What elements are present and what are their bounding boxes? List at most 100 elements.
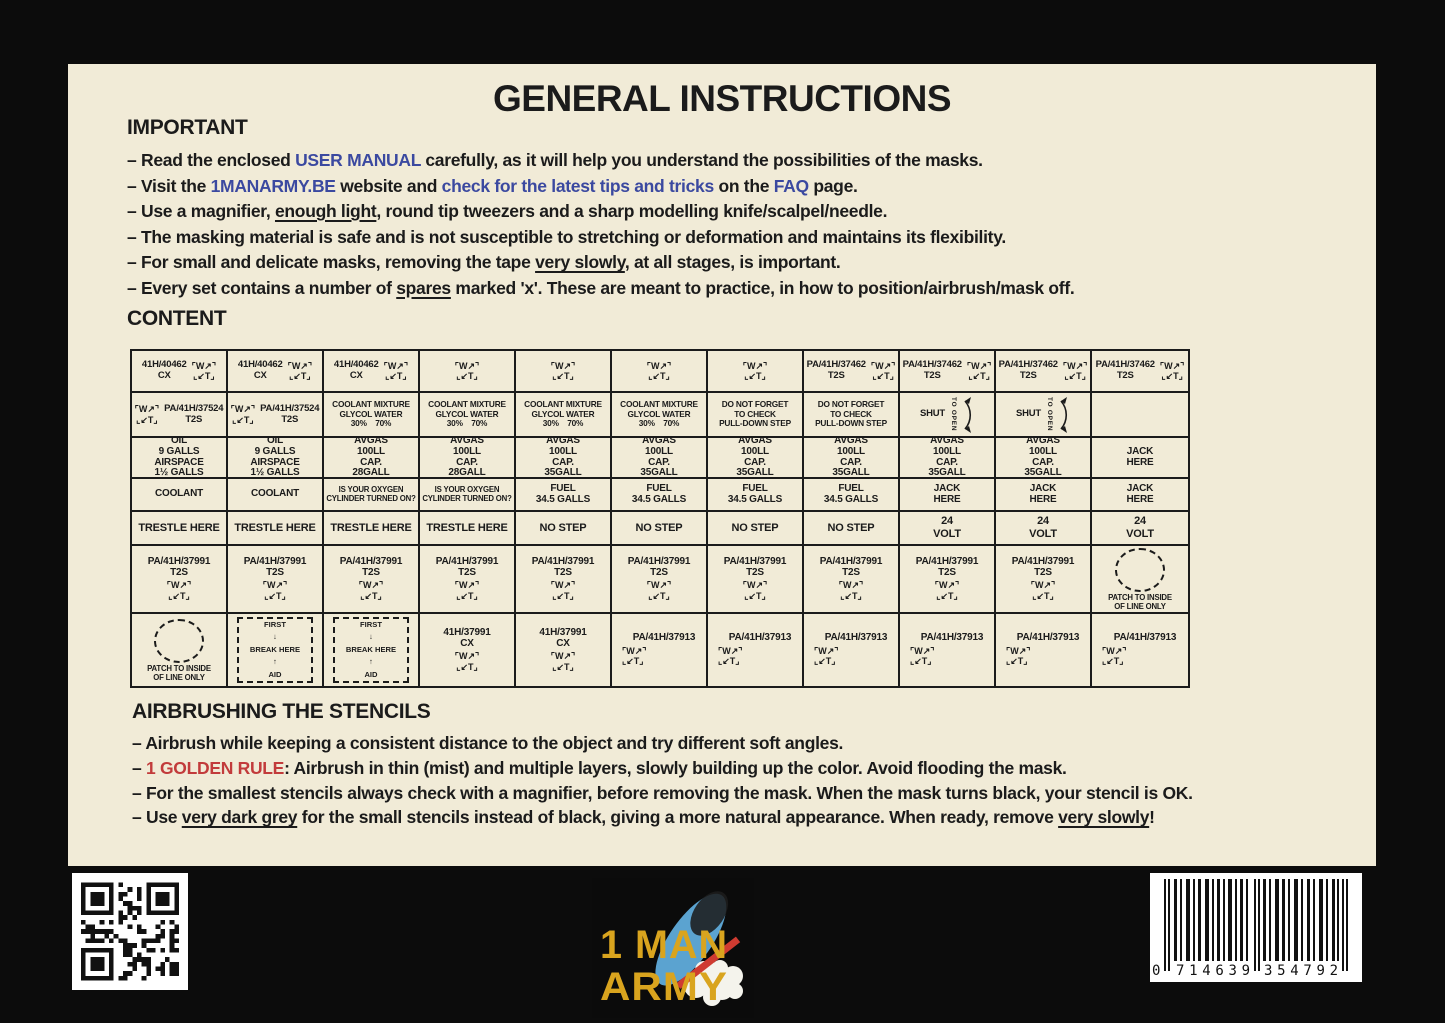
bullet-line: – Use very dark grey for the small stenc… <box>132 807 1155 828</box>
stencil-cell: TRESTLE HERE <box>324 512 420 546</box>
stencil-label: PA/41H/37991 T2S <box>627 555 691 578</box>
stencil-cell: FUEL 34.5 GALLS <box>804 479 900 512</box>
stencil-label: IS YOUR OXYGEN CYLINDER TURNED ON? <box>422 484 512 503</box>
stencil-cell: PA/41H/37991 T2S ⌜W↗⌝ ⌞↙T⌟ <box>228 546 324 614</box>
stencil-cell: AVGAS 100LL CAP. 35GALL <box>804 438 900 479</box>
stencil-label: PA/41H/37913 <box>920 632 984 644</box>
barcode-digit-prefix: 0 <box>1152 963 1160 979</box>
w-t-arrows-icon: ⌜W↗⌝ ⌞↙T⌟ <box>718 646 743 667</box>
qr-code-icon <box>81 882 179 981</box>
stencil-cell: PATCH TO INSIDE OF LINE ONLY <box>1092 546 1188 614</box>
w-t-arrows-icon: ⌜W↗⌝ ⌞↙T⌟ <box>1006 646 1031 667</box>
stencil-cell: 41H/40462 CX ⌜W↗⌝ ⌞↙T⌟ <box>132 351 228 393</box>
airbrushing-heading: AIRBRUSHING THE STENCILS <box>132 700 431 723</box>
stencil-label: PA/41H/37462 T2S <box>1095 359 1155 381</box>
important-heading: IMPORTANT <box>127 116 248 139</box>
w-t-arrows-icon: ⌜W↗⌝ ⌞↙T⌟ <box>870 360 896 381</box>
w-t-arrows-icon: ⌜W↗⌝ ⌞↙T⌟ <box>383 360 409 381</box>
stencil-label: 24 VOLT <box>1029 515 1057 540</box>
stencil-cell: COOLANT MIXTURE GLYCOL WATER 30% 70% <box>516 393 612 438</box>
stencil-cell: 41H/40462 CX ⌜W↗⌝ ⌞↙T⌟ <box>324 351 420 393</box>
stencil-cell: COOLANT MIXTURE GLYCOL WATER 30% 70% <box>324 393 420 438</box>
stencil-cell: NO STEP <box>516 512 612 546</box>
stencil-cell: IS YOUR OXYGEN CYLINDER TURNED ON? <box>324 479 420 512</box>
stencil-label: 41H/40462 CX <box>237 359 283 381</box>
stencil-label: AVGAS 100LL CAP. 35GALL <box>544 438 582 479</box>
instruction-sheet: GENERAL INSTRUCTIONS IMPORTANT – Read th… <box>68 64 1376 866</box>
stencil-cell: PA/41H/37462 T2S ⌜W↗⌝ ⌞↙T⌟ <box>1092 351 1188 393</box>
first-aid-break-icon: FIRST ↓ BREAK HERE ↑ AID <box>237 617 313 683</box>
stencil-cell: PATCH TO INSIDE OF LINE ONLY <box>132 614 228 686</box>
stencil-cell <box>1092 393 1188 438</box>
w-t-arrows-icon: ⌜W↗⌝ ⌞↙T⌟ <box>134 404 160 425</box>
stencil-label: PA/41H/37991 T2S <box>435 555 499 578</box>
stencil-label: COOLANT MIXTURE GLYCOL WATER 30% 70% <box>524 399 602 429</box>
stencil-cell: AVGAS 100LL CAP. 35GALL <box>516 438 612 479</box>
barcode-icon: 0 714639 354792 <box>1150 873 1362 982</box>
w-t-arrows-icon: ⌜W↗⌝ ⌞↙T⌟ <box>230 404 256 425</box>
to-open-label: TO OPEN <box>1046 397 1054 432</box>
stencil-label: AVGAS 100LL CAP. 28GALL <box>448 438 486 479</box>
w-t-arrows-icon: ⌜W↗⌝ ⌞↙T⌟ <box>550 651 576 672</box>
stencil-label: TRESTLE HERE <box>138 521 220 534</box>
stencil-cell: ⌜W↗⌝ ⌞↙T⌟ <box>708 351 804 393</box>
stencil-label: IS YOUR OXYGEN CYLINDER TURNED ON? <box>326 484 416 503</box>
stencil-label: PATCH TO INSIDE OF LINE ONLY <box>147 664 211 682</box>
stencil-label: DO NOT FORGET TO CHECK PULL-DOWN STEP <box>815 399 887 429</box>
stencil-label: TRESTLE HERE <box>234 521 316 534</box>
stencil-cell: FIRST ↓ BREAK HERE ↑ AID <box>228 614 324 686</box>
stencil-cell: PA/41H/37991 T2S ⌜W↗⌝ ⌞↙T⌟ <box>132 546 228 614</box>
stencil-cell: 24 VOLT <box>1092 512 1188 546</box>
stencil-cell: PA/41H/37913 ⌜W↗⌝ ⌞↙T⌟ <box>1092 614 1188 686</box>
bullet-line: – Use a magnifier, enough light, round t… <box>127 201 888 222</box>
stencil-label: JACK HERE <box>933 482 961 505</box>
stencil-label: COOLANT <box>154 488 204 500</box>
stencil-cell: 41H/40462 CX ⌜W↗⌝ ⌞↙T⌟ <box>228 351 324 393</box>
stencil-label: PA/41H/37913 <box>1016 632 1080 644</box>
stencil-cell: PA/41H/37991 T2S ⌜W↗⌝ ⌞↙T⌟ <box>996 546 1092 614</box>
logo-text-line1: 1 MAN <box>600 923 728 967</box>
stencil-cell: SHUT TO OPEN <box>900 393 996 438</box>
stencil-cell: AVGAS 100LL CAP. 35GALL <box>708 438 804 479</box>
bullet-line: – 1 GOLDEN RULE: Airbrush in thin (mist)… <box>132 757 1067 778</box>
stencil-cell: PA/41H/37991 T2S ⌜W↗⌝ ⌞↙T⌟ <box>324 546 420 614</box>
stencil-label: COOLANT MIXTURE GLYCOL WATER 30% 70% <box>620 399 698 429</box>
bullet-line: – Read the enclosed USER MANUAL carefull… <box>127 150 983 170</box>
stencil-cell: PA/41H/37462 T2S ⌜W↗⌝ ⌞↙T⌟ <box>804 351 900 393</box>
w-t-arrows-icon: ⌜W↗⌝ ⌞↙T⌟ <box>358 580 384 601</box>
bullet-line: – Visit the 1MANARMY.BE website and chec… <box>127 175 858 196</box>
stencil-cell: NO STEP <box>804 512 900 546</box>
stencil-label: NO STEP <box>635 521 683 534</box>
stencil-label: NO STEP <box>539 521 587 534</box>
stencil-label: PA/41H/37524 T2S <box>164 402 224 425</box>
patch-oval-icon <box>1115 548 1165 593</box>
stencil-label: COOLANT MIXTURE GLYCOL WATER 30% 70% <box>428 399 506 429</box>
stencil-label: 41H/37991 CX <box>443 626 491 649</box>
stencil-label: AVGAS 100LL CAP. 35GALL <box>832 438 870 479</box>
stencil-label: NO STEP <box>827 521 875 534</box>
stencil-label: AVGAS 100LL CAP. 35GALL <box>736 438 774 479</box>
stencil-cell: FUEL 34.5 GALLS <box>516 479 612 512</box>
important-list: – Read the enclosed USER MANUAL carefull… <box>127 148 1337 302</box>
stencil-label: 41H/40462 CX <box>141 359 187 381</box>
stencil-cell: OIL 9 GALLS AIRSPACE 1½ GALLS <box>132 438 228 479</box>
stencil-label: PA/41H/37991 T2S <box>339 555 403 578</box>
stencil-label: OIL 9 GALLS AIRSPACE 1½ GALLS <box>250 438 300 479</box>
stencil-cell: AVGAS 100LL CAP. 35GALL <box>612 438 708 479</box>
stencil-cell: PA/41H/37913 ⌜W↗⌝ ⌞↙T⌟ <box>900 614 996 686</box>
w-t-arrows-icon: ⌜W↗⌝ ⌞↙T⌟ <box>646 360 672 381</box>
stencil-cell: TRESTLE HERE <box>228 512 324 546</box>
stencil-cell: NO STEP <box>612 512 708 546</box>
stencil-cell: COOLANT <box>132 479 228 512</box>
stencil-label: PA/41H/37913 <box>728 632 792 644</box>
stencil-content-table: 41H/40462 CX ⌜W↗⌝ ⌞↙T⌟ 41H/40462 CX ⌜W↗⌝ ⌞↙T⌟ 41… <box>130 349 1190 688</box>
stencil-cell: TRESTLE HERE <box>132 512 228 546</box>
patch-oval-icon <box>154 619 204 664</box>
stencil-cell: PA/41H/37913 ⌜W↗⌝ ⌞↙T⌟ <box>708 614 804 686</box>
stencil-label: PA/41H/37462 T2S <box>998 359 1058 381</box>
stencil-cell: SHUT TO OPEN <box>996 393 1092 438</box>
bullet-line: – Airbrush while keeping a consistent di… <box>132 733 844 753</box>
airbrushing-list: – Airbrush while keeping a consistent di… <box>132 731 1342 830</box>
w-t-arrows-icon: ⌜W↗⌝ ⌞↙T⌟ <box>934 580 960 601</box>
stencil-label: PA/41H/37991 T2S <box>819 555 883 578</box>
